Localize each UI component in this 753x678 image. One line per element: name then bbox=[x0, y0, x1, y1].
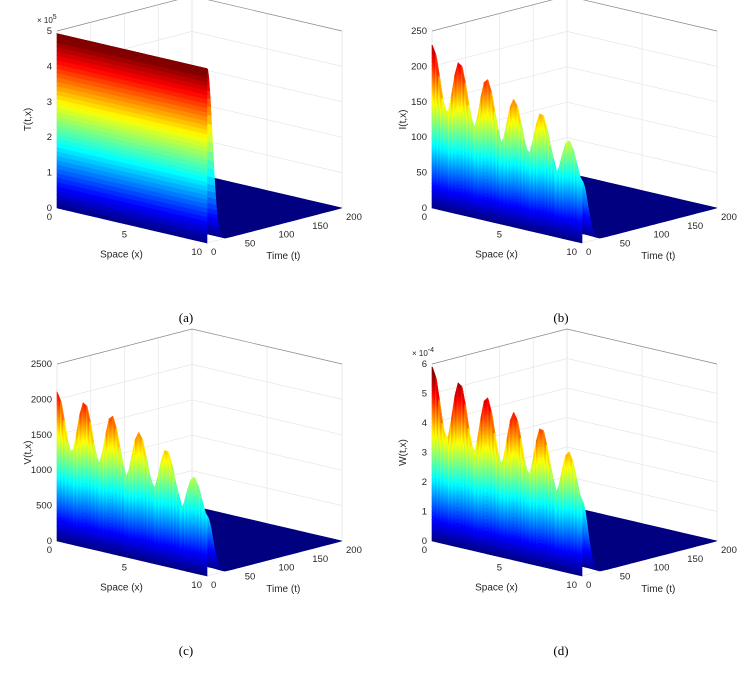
grid-line bbox=[432, 418, 717, 453]
axes-box-top bbox=[57, 0, 342, 31]
space-tick-label: 0 bbox=[47, 545, 52, 556]
z-tick-label: 5 bbox=[47, 26, 52, 37]
grid-line bbox=[57, 400, 342, 435]
panel-caption: (c) bbox=[179, 643, 193, 658]
space-tick-label: 0 bbox=[47, 212, 52, 223]
z-tick-label: 500 bbox=[36, 501, 52, 512]
time-tick-label: 0 bbox=[586, 580, 591, 591]
z-tick-label: 5 bbox=[422, 389, 427, 400]
surface-front-face bbox=[432, 367, 582, 576]
time-tick-label: 150 bbox=[687, 554, 703, 565]
z-exponent-label: × 10-4 bbox=[412, 347, 434, 358]
grid-line bbox=[57, 364, 342, 399]
axes-box-top bbox=[57, 329, 342, 364]
time-tick-label: 150 bbox=[312, 554, 328, 565]
z-tick-label: 150 bbox=[411, 97, 427, 108]
z-tick-label: 2 bbox=[422, 477, 427, 488]
space-axis-label: Space (x) bbox=[100, 249, 143, 260]
time-axis-label: Time (t) bbox=[641, 251, 675, 262]
time-tick-label: 50 bbox=[245, 238, 256, 249]
time-tick-label: 200 bbox=[721, 212, 737, 223]
surface-plot bbox=[57, 34, 342, 243]
surface-plot bbox=[432, 367, 717, 576]
time-tick-label: 100 bbox=[279, 563, 295, 574]
z-axis-label: I(t,x) bbox=[398, 110, 409, 130]
z-axis-label: W(t,x) bbox=[398, 439, 409, 466]
axes-box-top bbox=[432, 329, 717, 364]
z-tick-label: 3 bbox=[422, 448, 427, 459]
axes-box-top bbox=[432, 0, 717, 31]
time-tick-label: 150 bbox=[312, 221, 328, 232]
z-tick-label: 1500 bbox=[31, 430, 52, 441]
time-tick-label: 150 bbox=[687, 221, 703, 232]
space-tick-label: 5 bbox=[497, 230, 502, 241]
z-tick-label: 2000 bbox=[31, 394, 52, 405]
z-tick-label: 1 bbox=[422, 507, 427, 518]
time-tick-label: 0 bbox=[586, 247, 591, 258]
space-axis-label: Space (x) bbox=[475, 249, 518, 260]
grid-line bbox=[432, 0, 717, 31]
time-tick-label: 50 bbox=[620, 238, 631, 249]
time-axis-label: Time (t) bbox=[266, 251, 300, 262]
time-tick-label: 200 bbox=[721, 545, 737, 556]
space-axis-label: Space (x) bbox=[100, 582, 143, 593]
space-tick-label: 10 bbox=[566, 580, 577, 591]
z-tick-label: 4 bbox=[422, 418, 427, 429]
time-tick-label: 0 bbox=[211, 580, 216, 591]
space-tick-label: 0 bbox=[422, 212, 427, 223]
z-tick-label: 1000 bbox=[31, 465, 52, 476]
z-axis-label: V(t,x) bbox=[23, 441, 34, 465]
grid-line bbox=[57, 0, 342, 31]
z-tick-label: 2500 bbox=[31, 359, 52, 370]
z-tick-label: 250 bbox=[411, 26, 427, 37]
time-tick-label: 50 bbox=[245, 571, 256, 582]
space-tick-label: 5 bbox=[122, 563, 127, 574]
panel-caption: (b) bbox=[553, 310, 568, 325]
time-tick-label: 100 bbox=[654, 230, 670, 241]
z-tick-label: 2 bbox=[47, 132, 52, 143]
time-tick-label: 100 bbox=[654, 563, 670, 574]
time-tick-label: 200 bbox=[346, 545, 362, 556]
time-axis-label: Time (t) bbox=[641, 584, 675, 595]
z-tick-label: 1 bbox=[47, 168, 52, 179]
time-tick-label: 0 bbox=[211, 247, 216, 258]
z-tick-label: 3 bbox=[47, 97, 52, 108]
z-tick-label: 6 bbox=[422, 359, 427, 370]
panel-caption: (d) bbox=[553, 643, 568, 658]
surface-plot bbox=[57, 392, 342, 576]
grid-line bbox=[432, 329, 717, 364]
grid-line bbox=[432, 388, 717, 423]
z-tick-label: 4 bbox=[47, 61, 52, 72]
time-tick-label: 200 bbox=[346, 212, 362, 223]
space-tick-label: 0 bbox=[422, 545, 427, 556]
grid-line bbox=[432, 67, 717, 102]
surface-plot bbox=[432, 45, 717, 243]
space-axis-label: Space (x) bbox=[475, 582, 518, 593]
time-axis-label: Time (t) bbox=[266, 584, 300, 595]
space-tick-label: 10 bbox=[566, 247, 577, 258]
time-tick-label: 50 bbox=[620, 571, 631, 582]
surface-front-face bbox=[57, 392, 207, 576]
grid-line bbox=[432, 31, 717, 66]
z-tick-label: 50 bbox=[416, 168, 427, 179]
z-tick-label: 100 bbox=[411, 132, 427, 143]
surface-front-face bbox=[57, 34, 207, 243]
space-tick-label: 5 bbox=[497, 563, 502, 574]
panel-caption: (a) bbox=[179, 310, 193, 325]
grid-line bbox=[57, 329, 342, 364]
z-exponent-label: × 105 bbox=[37, 14, 57, 25]
time-tick-label: 100 bbox=[279, 230, 295, 241]
z-axis-label: T(t,x) bbox=[23, 108, 34, 131]
z-tick-label: 200 bbox=[411, 61, 427, 72]
surface-front-face bbox=[432, 45, 582, 243]
space-tick-label: 5 bbox=[122, 230, 127, 241]
space-tick-label: 10 bbox=[191, 247, 202, 258]
space-tick-label: 10 bbox=[191, 580, 202, 591]
grid-line bbox=[432, 359, 717, 394]
